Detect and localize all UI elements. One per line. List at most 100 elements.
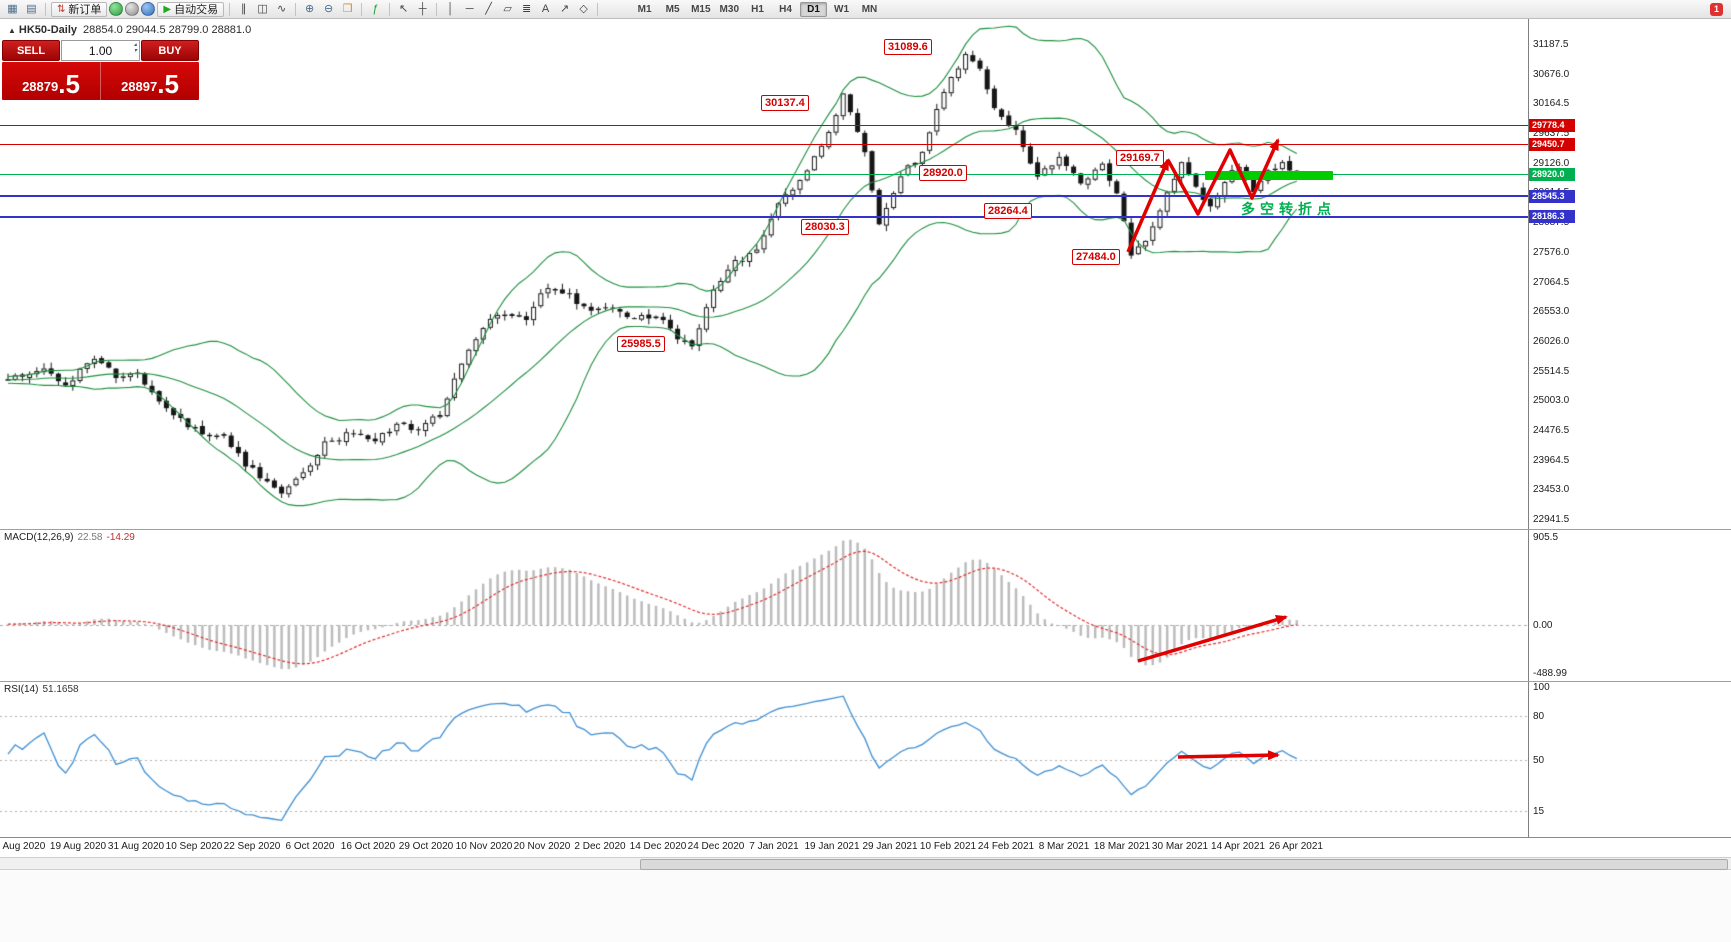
- market-watch-icon[interactable]: [109, 2, 124, 16]
- rsi-label: RSI(14) 51.1658: [4, 684, 79, 695]
- arrows-tool-icon[interactable]: ↗: [559, 2, 570, 15]
- line-chart-icon[interactable]: ∿: [276, 2, 287, 15]
- vertical-line-tool-icon[interactable]: │: [447, 2, 455, 15]
- macd-axis-label: 905.5: [1533, 531, 1559, 543]
- zoom-in-icon[interactable]: ⊕: [304, 2, 315, 15]
- horizontal-scrollbar[interactable]: [0, 857, 1731, 870]
- macd-axis-label: 0.00: [1533, 620, 1553, 631]
- price-axis-label: 22941.5: [1533, 514, 1570, 525]
- trendline-tool-icon[interactable]: ╱: [485, 2, 492, 15]
- time-axis-label: 26 Apr 2021: [1269, 841, 1323, 852]
- sell-price-pips: .5: [58, 69, 80, 99]
- price-level-line-29778.4[interactable]: [0, 125, 1528, 126]
- price-callout[interactable]: 28920.0: [919, 165, 967, 181]
- macd-panel-canvas[interactable]: [0, 530, 1528, 680]
- support-zone-bar[interactable]: [1205, 171, 1333, 180]
- timeframe-button-h1[interactable]: H1: [751, 3, 764, 15]
- stepper-up-icon[interactable]: ▴: [133, 42, 137, 48]
- autotrade-icon: ▶: [163, 3, 172, 15]
- stepper-down-icon[interactable]: ▾: [133, 48, 137, 54]
- price-level-line-28920.0[interactable]: [0, 174, 1528, 175]
- sell-price[interactable]: 28879.5: [2, 62, 100, 100]
- price-level-line-28545.3[interactable]: [0, 195, 1528, 197]
- text-tool-icon[interactable]: A: [541, 2, 550, 15]
- panel-separator[interactable]: [0, 529, 1731, 530]
- tile-windows-icon[interactable]: ❒: [342, 2, 353, 15]
- time-axis-label: 2 Dec 2020: [574, 841, 626, 852]
- price-axis-label: 27064.5: [1533, 276, 1570, 288]
- buy-price[interactable]: 28897.5: [100, 62, 199, 100]
- indicators-icon[interactable]: ƒ: [372, 2, 379, 15]
- toolbar-separator: [295, 2, 297, 16]
- crosshair-icon[interactable]: ┼: [418, 2, 427, 15]
- panel-separator[interactable]: [0, 681, 1731, 682]
- timeframe-button-m30[interactable]: M30: [719, 3, 739, 15]
- new-order-label: 新订单: [68, 4, 102, 16]
- price-axis-label: 27576.0: [1533, 246, 1570, 258]
- price-callout[interactable]: 25985.5: [617, 336, 665, 352]
- timeframe-button-d1[interactable]: D1: [800, 1, 827, 17]
- timeframe-button-mn[interactable]: MN: [861, 3, 878, 15]
- price-callout[interactable]: 31089.6: [884, 39, 932, 55]
- price-axis-label: 25514.5: [1533, 365, 1570, 377]
- volume-stepper[interactable]: ▴ ▾: [134, 42, 137, 54]
- candlestick-chart-icon[interactable]: ◫: [257, 2, 268, 15]
- timeframe-group: M1 M5 M15 M30 H1 H4 D1 W1 MN: [631, 1, 883, 17]
- time-axis-label: 20 Nov 2020: [513, 841, 571, 852]
- data-window-icon[interactable]: [125, 2, 140, 16]
- scrollbar-thumb[interactable]: [640, 859, 1728, 870]
- timeframe-button-m5[interactable]: M5: [665, 3, 680, 15]
- price-callout[interactable]: 30137.4: [761, 95, 809, 111]
- new-chart-icon[interactable]: ▦: [7, 2, 18, 15]
- new-order-button[interactable]: ⇅ 新订单: [51, 1, 108, 17]
- zoom-out-icon[interactable]: ⊖: [323, 2, 334, 15]
- cursor-icon[interactable]: ↖: [398, 2, 409, 15]
- rsi-panel-canvas[interactable]: [0, 682, 1528, 836]
- macd-label: MACD(12,26,9) 22.58 -14.29: [4, 532, 135, 543]
- time-axis-label: 10 Feb 2021: [919, 841, 977, 852]
- chart-expand-icon[interactable]: ▲: [8, 26, 16, 35]
- volume-field[interactable]: 1.00 ▴ ▾: [61, 40, 140, 61]
- bar-chart-icon[interactable]: ∥: [240, 2, 247, 15]
- timeframe-button-h4[interactable]: H4: [779, 3, 792, 15]
- time-axis[interactable]: [0, 838, 1731, 857]
- time-axis-label: 14 Apr 2021: [1211, 841, 1265, 852]
- fibonacci-tool-icon[interactable]: ≣: [521, 2, 532, 15]
- price-axis[interactable]: [1528, 19, 1731, 837]
- time-axis-label: 14 Dec 2020: [629, 841, 687, 852]
- price-level-tag-29450.7: 29450.7: [1529, 138, 1575, 151]
- time-axis-label: 10 Nov 2020: [455, 841, 513, 852]
- price-callout[interactable]: 27484.0: [1072, 249, 1120, 265]
- buy-button[interactable]: BUY: [141, 40, 199, 61]
- price-callout[interactable]: 28264.4: [984, 203, 1032, 219]
- notification-badge[interactable]: 1: [1710, 2, 1723, 16]
- navigator-icon[interactable]: [141, 2, 156, 16]
- price-level-tag-29778.4: 29778.4: [1529, 119, 1575, 132]
- sell-button[interactable]: SELL: [2, 40, 60, 61]
- price-level-line-29450.7[interactable]: [0, 144, 1528, 145]
- time-axis-label: 18 Mar 2021: [1093, 841, 1151, 852]
- time-axis-label: 29 Oct 2020: [398, 841, 454, 852]
- toolbar-separator: [45, 2, 46, 16]
- time-axis-label: 7 Aug 2020: [0, 841, 46, 852]
- shapes-tool-icon[interactable]: ◇: [579, 2, 588, 15]
- channel-tool-icon[interactable]: ▱: [503, 2, 512, 15]
- horizontal-line-tool-icon[interactable]: ─: [465, 2, 474, 15]
- rsi-axis-label: 15: [1533, 806, 1545, 818]
- timeframe-button-m15[interactable]: M15: [691, 3, 711, 15]
- time-axis-label: 16 Oct 2020: [340, 841, 396, 852]
- new-order-icon: ⇅: [57, 3, 66, 15]
- price-callout[interactable]: 29169.7: [1116, 150, 1164, 166]
- toolbar-separator: [436, 2, 438, 16]
- profiles-icon[interactable]: ▤: [26, 2, 37, 15]
- timeframe-button-m1[interactable]: M1: [637, 3, 652, 15]
- toolbar: ▦ ▤ ⇅ 新订单 ▶ 自动交易 ∥ ◫ ∿ ⊕ ⊖ ❒ ƒ ↖ ┼ │ ─ ╱…: [0, 0, 1731, 19]
- time-axis-label: 30 Mar 2021: [1151, 841, 1209, 852]
- one-click-trade-panel: SELL 1.00 ▴ ▾ BUY 28879.5 28897.5: [2, 40, 199, 100]
- time-axis-label: 24 Dec 2020: [687, 841, 745, 852]
- zone-annotation-text[interactable]: 多空转折点: [1241, 201, 1336, 217]
- price-callout[interactable]: 28030.3: [801, 219, 849, 235]
- timeframe-button-w1[interactable]: W1: [834, 3, 849, 15]
- price-level-line-28186.3[interactable]: [0, 216, 1528, 218]
- autotrade-button[interactable]: ▶ 自动交易: [157, 1, 225, 17]
